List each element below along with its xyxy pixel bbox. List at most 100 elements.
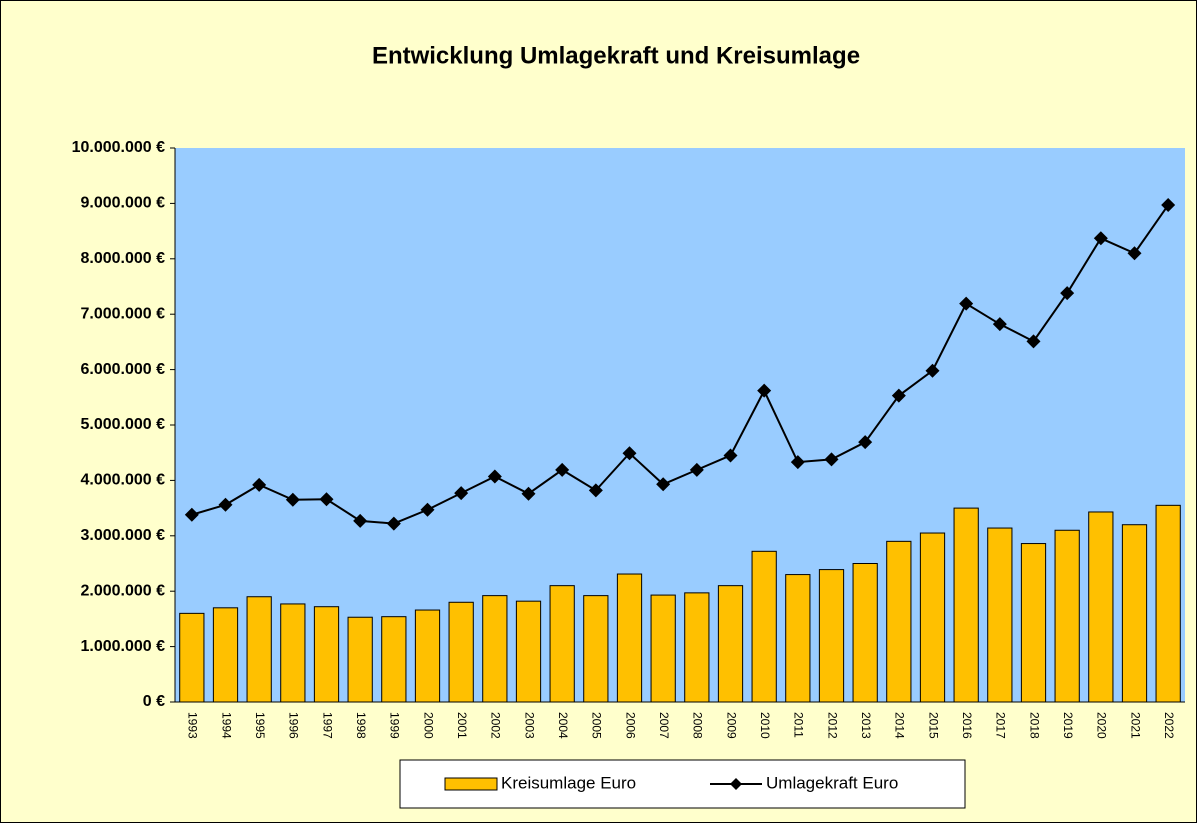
y-tick-label: 3.000.000 € — [80, 527, 165, 544]
legend-marker — [730, 778, 742, 790]
marker — [723, 448, 738, 463]
x-tick-label: 1993 — [186, 712, 200, 739]
x-tick-label: 2004 — [556, 712, 570, 739]
x-tick-label: 2017 — [994, 712, 1008, 739]
legend-swatch — [444, 777, 498, 791]
x-tick-label: 2008 — [691, 712, 705, 739]
marker — [588, 483, 603, 498]
x-tick-label: 2022 — [1162, 712, 1176, 739]
line — [191, 204, 1169, 525]
marker — [790, 455, 805, 470]
x-tick-label: 1999 — [388, 712, 402, 739]
y-tick-label: 0 € — [143, 693, 165, 710]
bar — [482, 595, 508, 703]
x-tick-label: 2020 — [1095, 712, 1109, 739]
y-tick-label: 8.000.000 € — [80, 250, 165, 267]
bar — [448, 601, 474, 703]
x-tick-label: 2000 — [421, 712, 435, 739]
y-tick-label: 9.000.000 € — [80, 195, 165, 212]
bar — [1088, 511, 1114, 703]
bar — [246, 596, 272, 703]
bar — [987, 527, 1013, 703]
marker — [1093, 231, 1108, 246]
chart-title: Entwicklung Umlagekraft und Kreisumlage — [372, 42, 860, 69]
x-tick-label: 2018 — [1027, 712, 1041, 739]
marker — [992, 317, 1007, 332]
bar — [280, 603, 306, 703]
x-tick-label: 1998 — [354, 712, 368, 739]
marker — [1026, 334, 1041, 349]
marker — [757, 383, 772, 398]
x-tick-label: 2001 — [455, 712, 469, 739]
y-tick-label: 7.000.000 € — [80, 305, 165, 322]
marker — [353, 513, 368, 528]
marker — [252, 477, 267, 492]
marker — [521, 486, 536, 501]
y-tick-label: 1.000.000 € — [80, 638, 165, 655]
bar — [919, 532, 946, 703]
bar — [347, 616, 373, 703]
y-tick-label: 10.000.000 € — [72, 139, 166, 156]
marker — [959, 296, 974, 311]
marker — [824, 452, 839, 467]
marker — [184, 507, 199, 522]
marker — [1161, 198, 1176, 213]
bar — [381, 616, 407, 703]
bar — [785, 574, 811, 703]
y-tick-label: 2.000.000 € — [80, 582, 165, 599]
x-tick-label: 1996 — [287, 712, 301, 739]
plot-area — [175, 148, 1185, 702]
bar — [212, 607, 239, 703]
marker — [1060, 286, 1075, 301]
bar — [650, 594, 676, 703]
y-tick-label: 6.000.000 € — [80, 361, 165, 378]
x-tick-label: 2013 — [859, 712, 873, 739]
bar — [818, 569, 845, 703]
bar — [1054, 529, 1080, 703]
marker — [656, 477, 671, 492]
x-tick-label: 1994 — [219, 712, 233, 739]
marker — [858, 435, 873, 450]
bar — [886, 540, 912, 703]
marker — [454, 486, 469, 501]
marker — [285, 492, 300, 507]
x-tick-label: 2019 — [1061, 712, 1075, 739]
x-tick-label: 2010 — [758, 712, 772, 739]
bar — [1155, 504, 1181, 703]
bar — [1020, 543, 1047, 703]
x-tick-label: 2006 — [623, 712, 637, 739]
x-tick-label: 2021 — [1128, 712, 1142, 739]
bar — [549, 585, 575, 703]
x-tick-label: 1997 — [320, 712, 334, 739]
marker — [925, 363, 940, 378]
x-tick-label: 2012 — [825, 712, 839, 739]
marker — [218, 497, 233, 512]
bar — [414, 609, 441, 703]
x-tick-label: 2009 — [724, 712, 738, 739]
marker — [319, 492, 334, 507]
x-tick-label: 2007 — [657, 712, 671, 739]
x-tick-label: 2005 — [590, 712, 604, 739]
bar — [751, 550, 777, 703]
x-tick-label: 2016 — [960, 712, 974, 739]
marker — [689, 462, 704, 477]
y-tick-label: 5.000.000 € — [80, 416, 165, 433]
bar — [179, 612, 205, 703]
bar — [1121, 524, 1148, 703]
bar — [583, 595, 609, 703]
marker — [555, 462, 570, 477]
bar — [717, 585, 744, 703]
y-tick-label: 4.000.000 € — [80, 472, 165, 489]
x-tick-label: 2011 — [792, 712, 806, 738]
marker — [386, 516, 401, 531]
legend-label: Kreisumlage Euro — [501, 773, 636, 792]
bar — [852, 563, 878, 703]
bar — [953, 507, 979, 703]
bar — [616, 573, 643, 703]
bar — [684, 592, 710, 703]
x-tick-label: 2002 — [489, 712, 503, 739]
marker — [622, 446, 637, 461]
marker — [487, 469, 502, 484]
marker — [891, 388, 906, 403]
